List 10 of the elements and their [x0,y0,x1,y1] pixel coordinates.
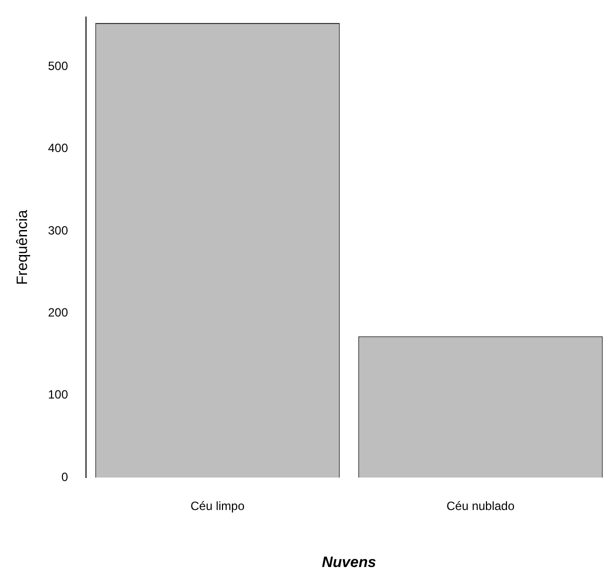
y-tick-label: 400 [48,141,68,156]
y-tick-label: 500 [48,58,68,73]
y-tick-label: 100 [48,388,68,402]
y-tick-label: 300 [48,223,68,238]
y-tick-label: 200 [48,305,68,320]
x-axis-title: Nuvens [322,554,376,572]
x-tick-label: Céu nublado [446,499,515,514]
x-tick-label: Céu limpo [190,499,245,514]
y-tick-label: 0 [61,470,68,484]
y-axis-title: Frequência [14,209,32,285]
